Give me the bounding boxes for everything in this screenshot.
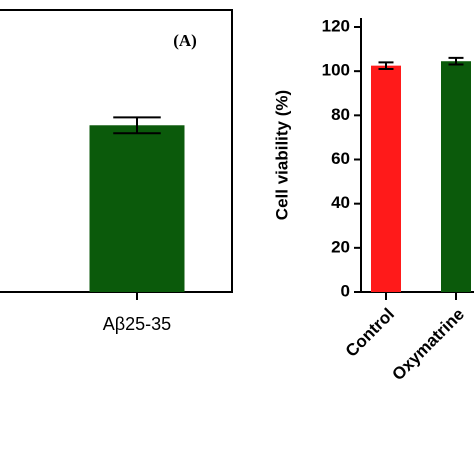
bar xyxy=(371,65,401,292)
y-tick-label: 100 xyxy=(322,61,350,80)
bar xyxy=(441,61,471,292)
y-tick-label: 80 xyxy=(331,105,350,124)
x-tick-label: Aβ25-35 xyxy=(103,314,171,334)
x-tick-label: Control xyxy=(342,305,398,361)
x-tick-label: Oxymatrine xyxy=(388,305,468,385)
y-tick-label: 0 xyxy=(341,281,350,300)
bar xyxy=(89,125,185,292)
error-bar xyxy=(113,116,161,135)
y-tick-label: 20 xyxy=(331,237,350,256)
y-tick-label: 120 xyxy=(322,16,350,35)
y-axis-label: Cell viability (%) xyxy=(272,90,291,220)
y-tick-label: 40 xyxy=(331,193,350,212)
panel-label: (A) xyxy=(173,31,197,50)
y-tick-label: 60 xyxy=(331,149,350,168)
error-bar xyxy=(378,61,394,70)
error-bar xyxy=(448,56,464,66)
